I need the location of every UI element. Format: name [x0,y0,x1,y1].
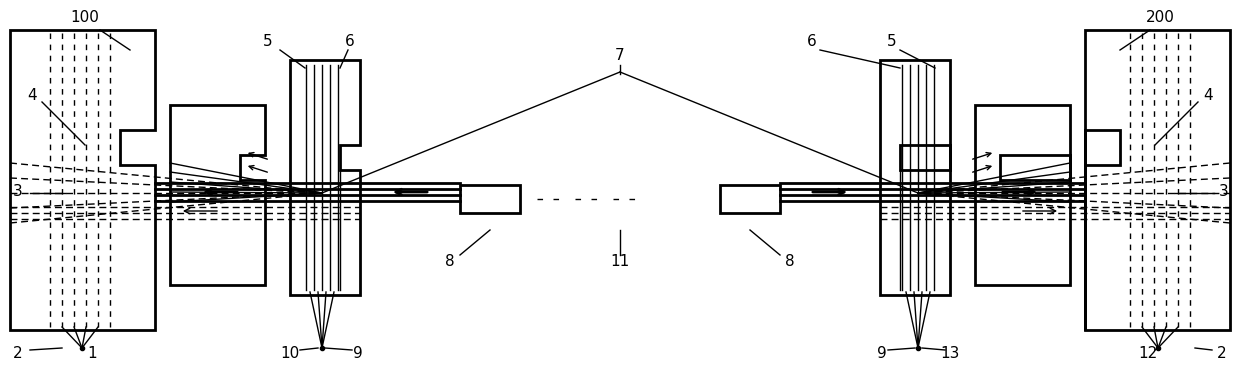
Bar [460,185,520,213]
Text: 4: 4 [1203,87,1213,102]
Text: 2: 2 [1218,346,1226,361]
Text: 8: 8 [785,254,795,269]
Text: 4: 4 [27,87,37,102]
Text: 9: 9 [877,346,887,361]
Text: 12: 12 [1138,346,1158,361]
Text: 2: 2 [14,346,22,361]
Text: 11: 11 [610,254,630,269]
Text: 13: 13 [940,346,960,361]
Text: 10: 10 [280,346,300,361]
Text: 5: 5 [263,34,273,49]
Polygon shape [170,105,265,285]
Text: 100: 100 [71,11,99,26]
Text: 200: 200 [1146,11,1174,26]
Text: 9: 9 [353,346,363,361]
Text: 6: 6 [345,34,355,49]
Polygon shape [290,60,360,295]
Polygon shape [10,30,155,330]
Text: 5: 5 [887,34,897,49]
Text: 8: 8 [445,254,455,269]
Text: 6: 6 [807,34,817,49]
Text: 3: 3 [1219,184,1229,199]
Text: 1: 1 [87,346,97,361]
Polygon shape [975,105,1070,285]
Polygon shape [880,60,950,295]
Text: 3: 3 [14,184,22,199]
Bar [720,185,780,213]
Text: 7: 7 [615,48,625,63]
Polygon shape [1085,30,1230,330]
